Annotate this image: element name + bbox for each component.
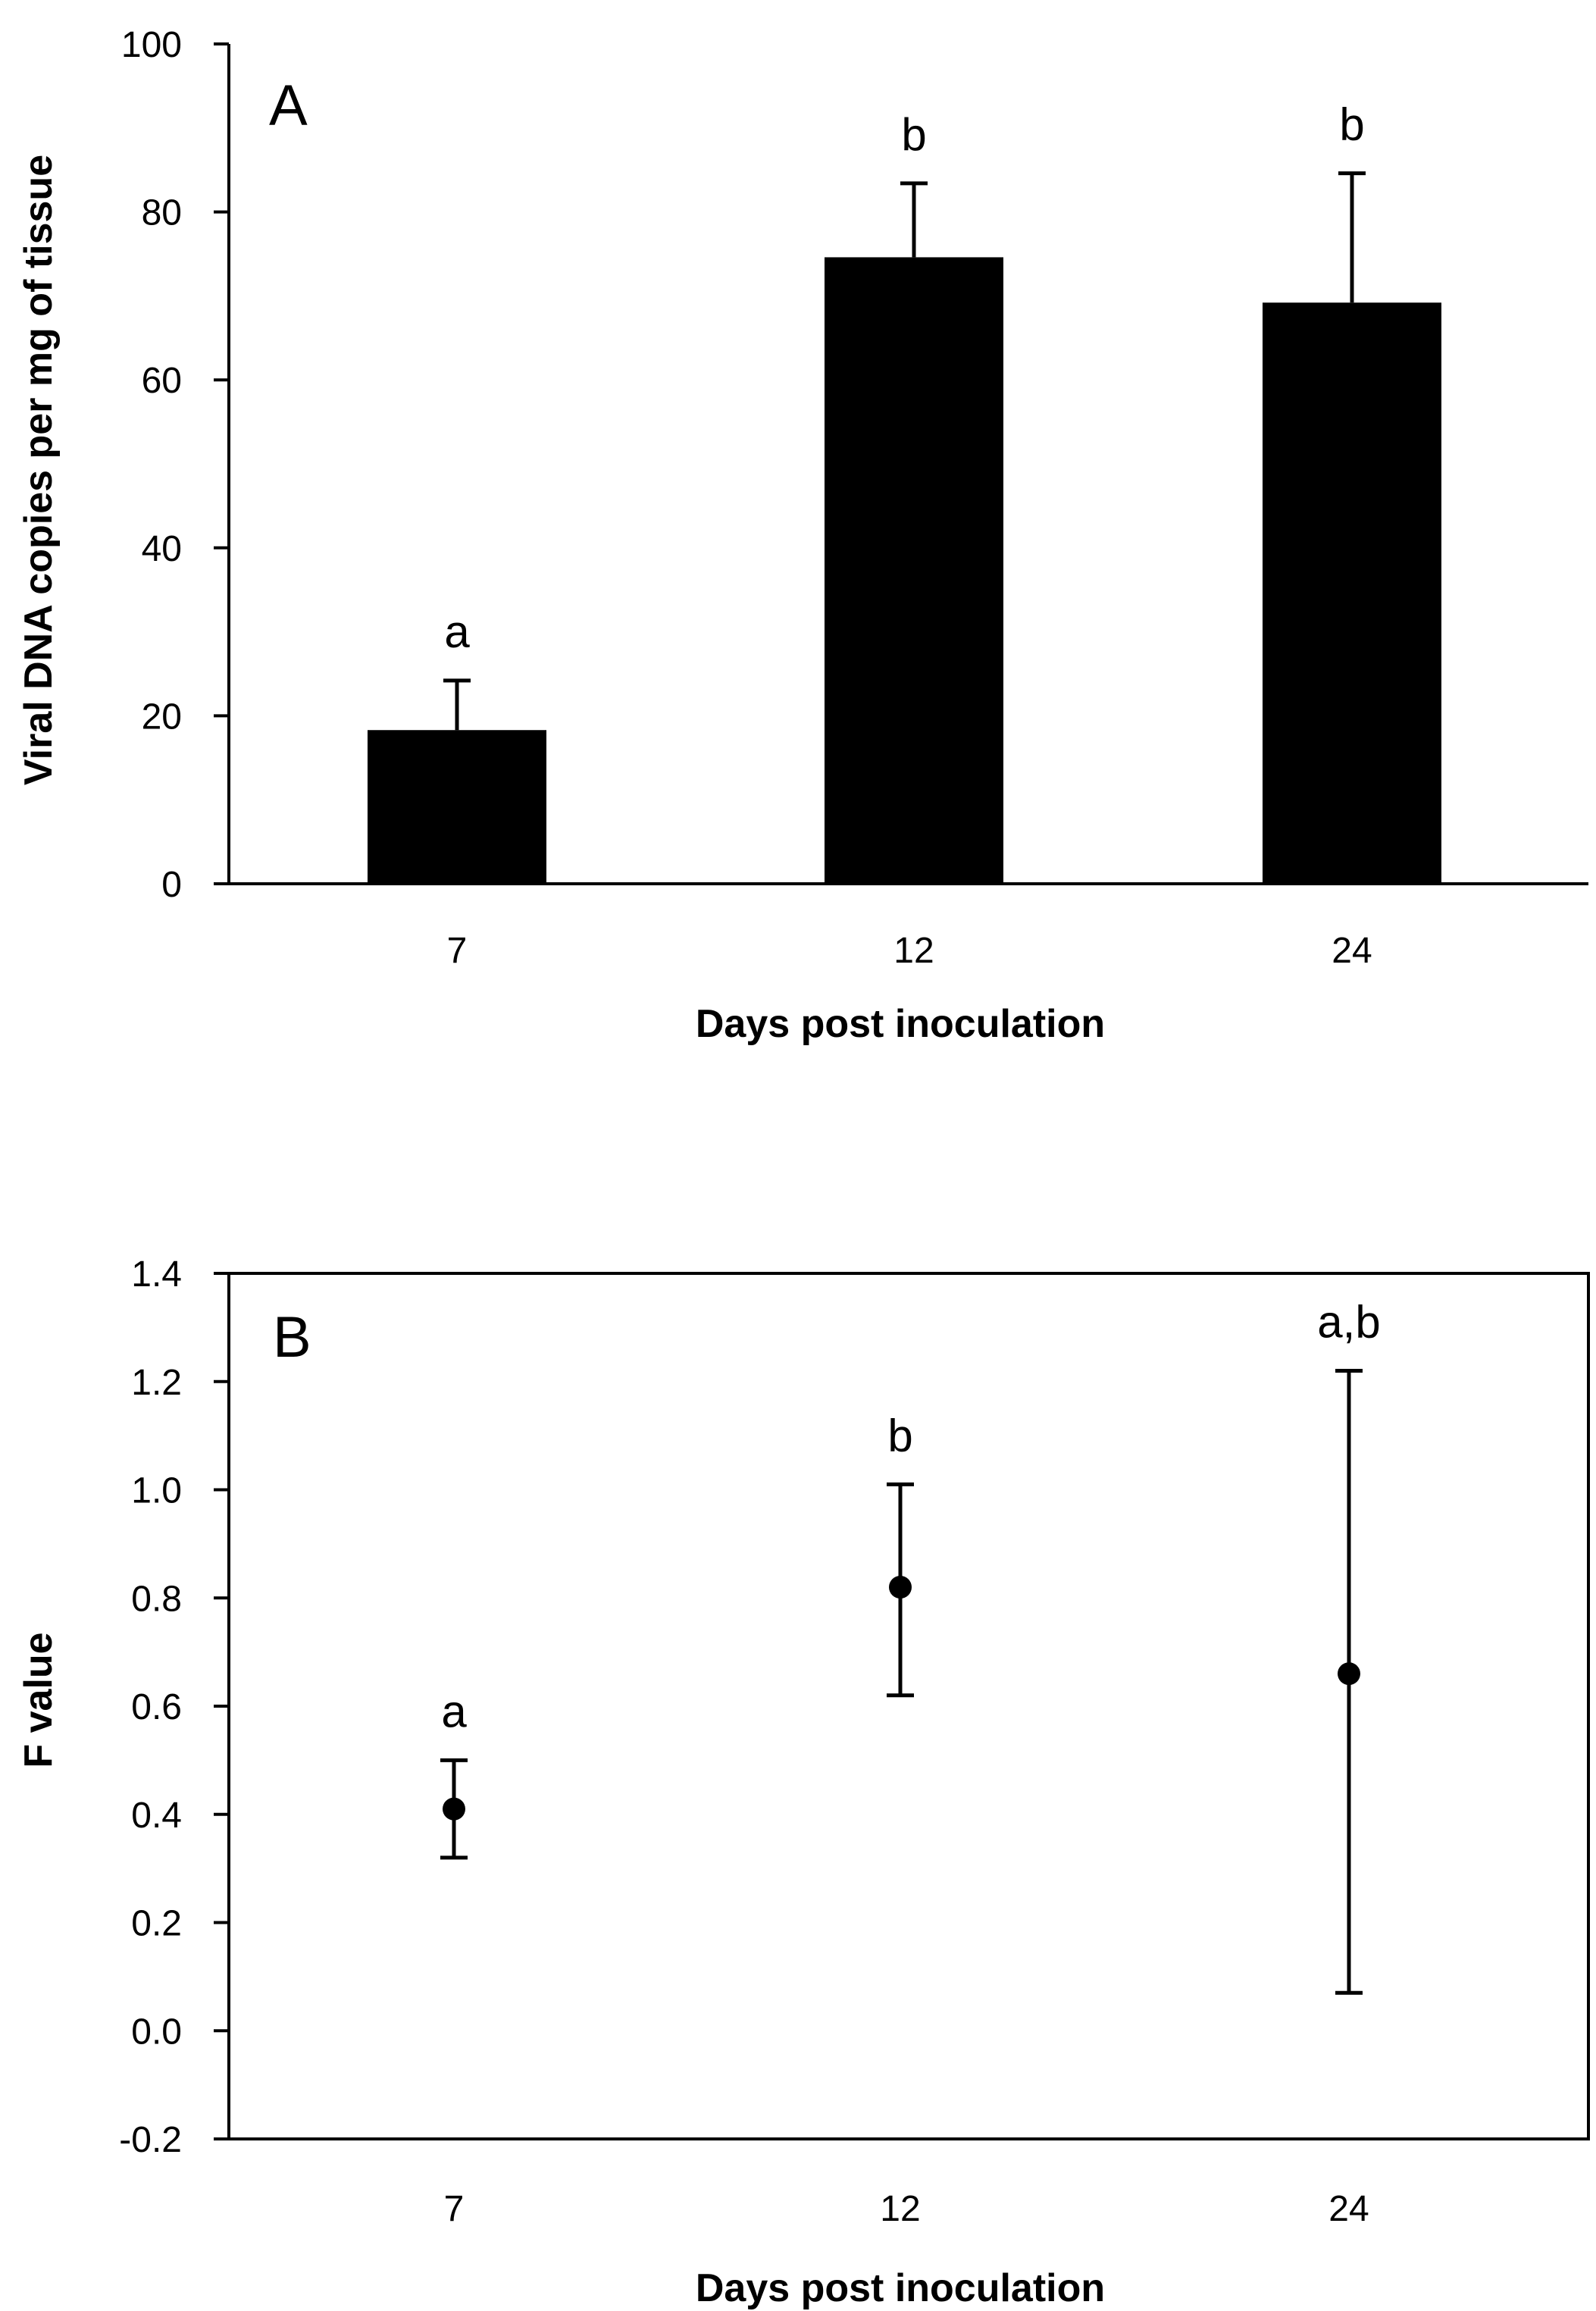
panel-b-y-tick-label: 1.2 <box>131 1363 182 1403</box>
panel-b-y-tick-label: 0.8 <box>131 1579 182 1619</box>
panel-a-significance-labels: a b b <box>444 99 1364 657</box>
panel-b-y-tick-label: -0.2 <box>119 2120 182 2160</box>
panel-a-bars <box>368 171 1441 884</box>
panel-b-letter: B <box>273 1305 311 1370</box>
panel-a-y-ticks: 0 20 40 60 80 100 <box>121 25 229 905</box>
panel-a-significance-label: b <box>1339 99 1364 150</box>
panel-b-points <box>440 1368 1363 1995</box>
panel-b-x-tick-label: 7 <box>444 2189 465 2229</box>
panel-b-data-point <box>1338 1662 1360 1686</box>
panel-a-letter: A <box>269 74 308 138</box>
panel-b-chart: B F value Days post inoculation -0.2 0.0 0… <box>17 1254 1590 2310</box>
panel-b-y-tick-label: 0.0 <box>131 2012 182 2052</box>
panel-a-x-tick-label: 7 <box>447 931 468 971</box>
panel-a-x-axis-title: Days post inoculation <box>696 1002 1105 1046</box>
panel-b-data-point <box>889 1575 912 1599</box>
panel-a-x-tick-label: 12 <box>893 931 934 971</box>
panel-a-significance-label: b <box>901 109 926 160</box>
panel-a-y-tick-label: 100 <box>121 25 182 65</box>
panel-a-y-tick-label: 80 <box>142 193 182 233</box>
panel-a-y-axis-title: Viral DNA copies per mg of tissue <box>17 155 61 785</box>
panel-a-bar <box>368 730 546 884</box>
panel-b-y-ticks: -0.2 0.0 0.2 0.4 0.6 0.8 1.0 1.2 1.4 <box>119 1254 229 2160</box>
panel-a-y-tick-label: 20 <box>142 697 182 737</box>
panel-b-x-tick-label: 12 <box>880 2189 920 2229</box>
panel-b-x-tick-label: 24 <box>1328 2189 1369 2229</box>
panel-b-data-point <box>443 1797 465 1821</box>
panel-a-significance-label: a <box>444 606 470 657</box>
panel-a-x-tick-labels: 7 12 24 <box>447 931 1372 971</box>
panel-a-bar <box>1263 302 1441 884</box>
panel-a-bar <box>825 257 1003 884</box>
panel-b-y-tick-label: 0.2 <box>131 1904 182 1944</box>
panel-b-y-tick-label: 1.0 <box>131 1471 182 1511</box>
panel-b-y-tick-label: 1.4 <box>131 1254 182 1295</box>
panel-b-significance-label: b <box>887 1410 912 1461</box>
panel-b-significance-label: a <box>441 1686 467 1736</box>
panel-b-axes <box>227 1272 1590 2140</box>
panel-a-x-tick-label: 24 <box>1332 931 1372 971</box>
panel-a-axes <box>227 44 1588 885</box>
panel-b-significance-labels: a b a,b <box>441 1296 1380 1736</box>
panel-b-plot-frame <box>227 1272 1590 2140</box>
panel-b-y-tick-label: 0.4 <box>131 1796 182 1836</box>
panel-b-y-axis-title: F value <box>17 1632 61 1768</box>
panel-a-y-tick-label: 40 <box>142 529 182 569</box>
panel-a-y-tick-label: 60 <box>142 361 182 401</box>
panel-b-x-tick-labels: 7 12 24 <box>444 2189 1369 2229</box>
panel-b-x-axis-title: Days post inoculation <box>696 2266 1105 2310</box>
panel-a-chart: A Viral DNA copies per mg of tissue Days… <box>17 25 1588 1046</box>
panel-b-significance-label: a,b <box>1317 1296 1380 1347</box>
panel-b-y-tick-label: 0.6 <box>131 1687 182 1727</box>
panel-a-y-tick-label: 0 <box>161 865 182 905</box>
